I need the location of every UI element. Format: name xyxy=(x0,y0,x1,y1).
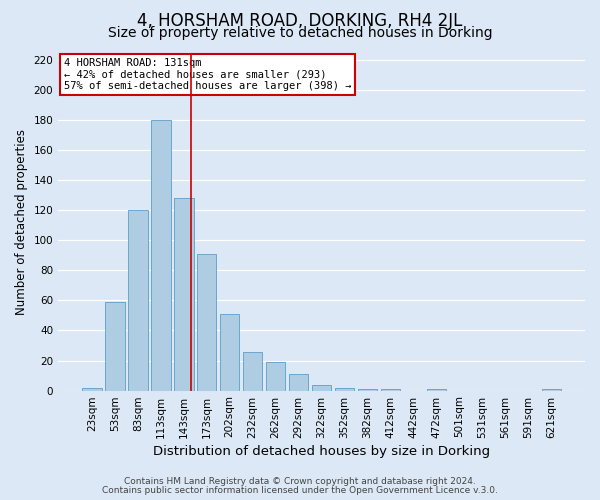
Text: Contains public sector information licensed under the Open Government Licence v.: Contains public sector information licen… xyxy=(102,486,498,495)
Text: 4, HORSHAM ROAD, DORKING, RH4 2JL: 4, HORSHAM ROAD, DORKING, RH4 2JL xyxy=(137,12,463,30)
Bar xyxy=(358,389,377,390)
Bar xyxy=(105,302,125,390)
Bar xyxy=(197,254,217,390)
Bar xyxy=(151,120,170,390)
Bar xyxy=(381,389,400,390)
X-axis label: Distribution of detached houses by size in Dorking: Distribution of detached houses by size … xyxy=(153,444,490,458)
Bar xyxy=(335,388,355,390)
Text: Contains HM Land Registry data © Crown copyright and database right 2024.: Contains HM Land Registry data © Crown c… xyxy=(124,477,476,486)
Bar xyxy=(174,198,194,390)
Bar xyxy=(289,374,308,390)
Bar xyxy=(542,389,561,390)
Bar xyxy=(266,362,286,390)
Text: 4 HORSHAM ROAD: 131sqm
← 42% of detached houses are smaller (293)
57% of semi-de: 4 HORSHAM ROAD: 131sqm ← 42% of detached… xyxy=(64,58,351,92)
Y-axis label: Number of detached properties: Number of detached properties xyxy=(15,128,28,314)
Bar xyxy=(82,388,101,390)
Bar xyxy=(220,314,239,390)
Bar xyxy=(427,389,446,390)
Bar xyxy=(243,352,262,391)
Text: Size of property relative to detached houses in Dorking: Size of property relative to detached ho… xyxy=(107,26,493,40)
Bar xyxy=(312,384,331,390)
Bar xyxy=(128,210,148,390)
